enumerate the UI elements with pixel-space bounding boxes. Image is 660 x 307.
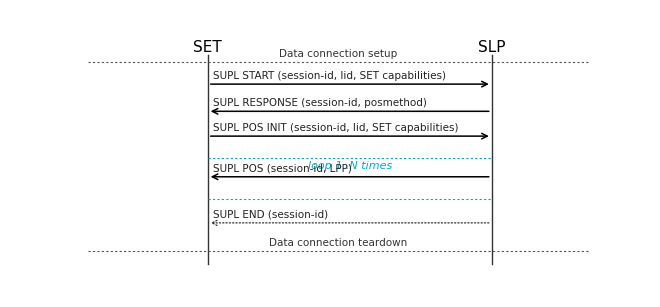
Text: loop 1..N times: loop 1..N times [308, 161, 392, 171]
Text: SUPL POS (session-id, LPP): SUPL POS (session-id, LPP) [213, 164, 352, 174]
Text: Data connection teardown: Data connection teardown [269, 238, 407, 248]
Text: SLP: SLP [478, 40, 506, 55]
Text: SET: SET [193, 40, 222, 55]
Text: SUPL RESPONSE (session-id, posmethod): SUPL RESPONSE (session-id, posmethod) [213, 98, 427, 108]
Text: SUPL END (session-id): SUPL END (session-id) [213, 210, 328, 220]
Text: SUPL START (session-id, lid, SET capabilities): SUPL START (session-id, lid, SET capabil… [213, 71, 446, 81]
Text: SUPL POS INIT (session-id, lid, SET capabilities): SUPL POS INIT (session-id, lid, SET capa… [213, 123, 459, 133]
Text: Data connection setup: Data connection setup [279, 49, 397, 59]
